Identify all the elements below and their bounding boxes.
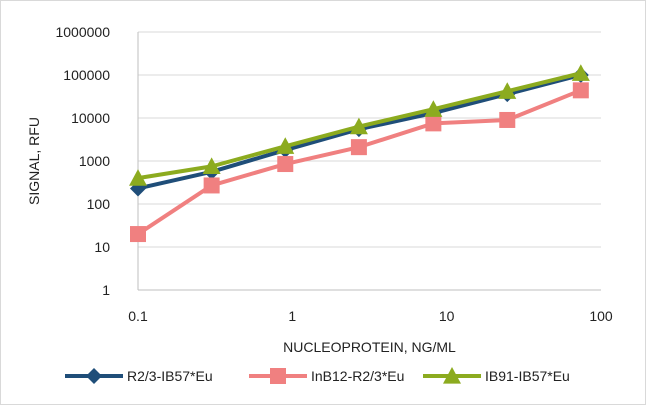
legend-item: R2/3-IB57*Eu [65,368,213,384]
data-point [203,177,220,194]
data-point [499,111,516,128]
y-axis-title: SIGNAL, RFU [26,117,42,205]
legend-label: R2/3-IB57*Eu [127,368,213,384]
data-point [350,139,367,156]
data-point [276,137,295,154]
y-tick-label: 1000 [79,153,110,169]
y-tick-label: 1000000 [55,24,110,40]
data-point [129,169,147,186]
x-axis-title: NUCLEOPROTEIN, NG/ML [283,339,456,355]
legend-marker [270,368,286,384]
data-point [130,226,146,243]
y-tick-label: 100000 [63,67,110,83]
gridlines [138,31,601,248]
y-tick-label: 10 [94,239,110,255]
data-point [277,156,294,173]
legend-marker [443,367,461,384]
legend-label: IB91-IB57*Eu [485,368,570,384]
series-line [136,88,582,236]
data-point [349,117,368,135]
data-point [498,82,517,99]
data-point [425,115,442,132]
data-point [572,82,589,99]
series-layer [129,64,590,243]
series-3 [129,64,590,186]
y-tick-label: 1 [102,282,110,298]
x-tick-label: 0.1 [128,308,148,324]
axes [137,32,601,291]
data-point [571,64,590,81]
legend-marker [86,368,102,384]
legend-item: IB91-IB57*Eu [423,367,570,384]
y-tick-label: 10000 [71,110,110,126]
legend: R2/3-IB57*Eu InB12-R2/3*Eu IB91-IB57*Eu [65,367,570,384]
x-tick-label: 1 [288,308,296,324]
x-tick-label: 100 [589,308,613,324]
tick-labels: 1 10 100 1000 10000 100000 1000000 0.1 1 10 100 [55,24,612,324]
x-tick-label: 10 [439,308,455,324]
series-2 [130,82,589,243]
data-point [202,157,221,175]
legend-item: InB12-R2/3*Eu [249,368,404,384]
legend-label: InB12-R2/3*Eu [311,368,404,384]
y-tick-label: 100 [87,196,111,212]
data-point [424,100,443,117]
